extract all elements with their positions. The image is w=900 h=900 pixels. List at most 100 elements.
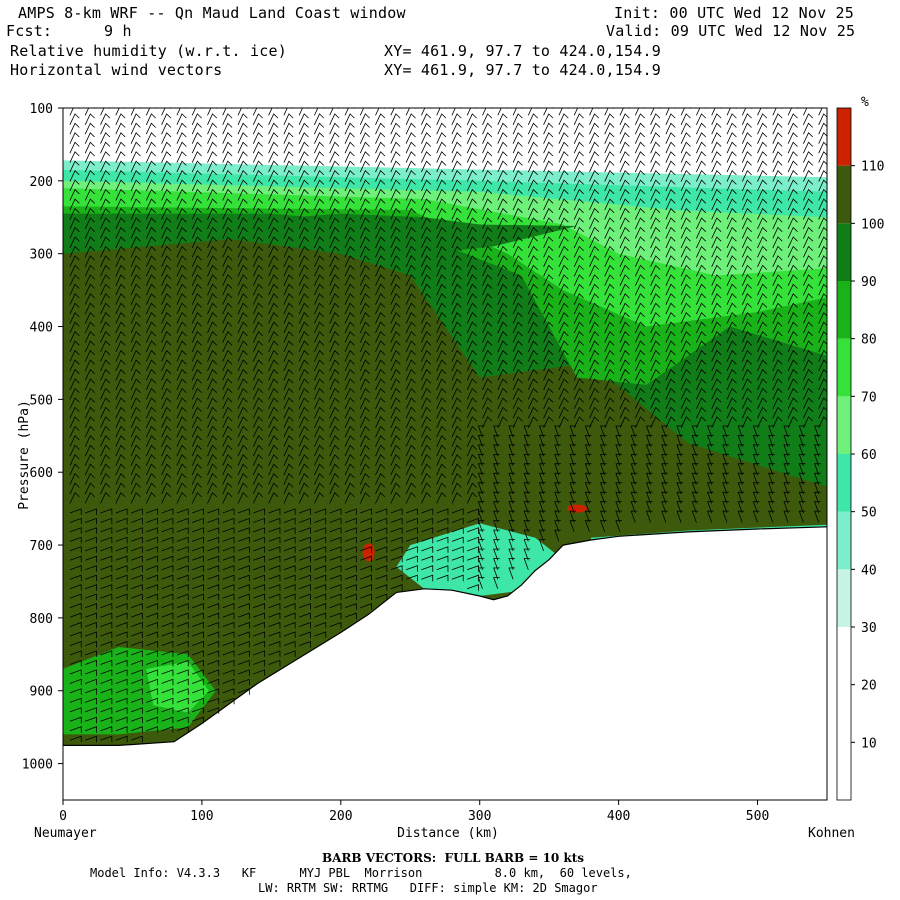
wind-barb bbox=[359, 331, 370, 343]
wind-barb bbox=[176, 179, 187, 192]
wind-barb bbox=[252, 435, 263, 447]
wind-barb bbox=[497, 293, 508, 305]
wind-barb bbox=[237, 349, 248, 362]
wind-barb bbox=[676, 482, 684, 495]
wind-barb bbox=[191, 217, 202, 230]
wind-barb bbox=[619, 274, 630, 286]
wind-barb bbox=[207, 463, 218, 476]
wind-barb bbox=[493, 425, 500, 438]
wind-barb bbox=[69, 293, 80, 305]
wind-barb bbox=[268, 603, 281, 610]
wind-barb bbox=[314, 331, 325, 343]
wind-barb bbox=[298, 640, 311, 648]
wind-barb bbox=[390, 160, 401, 173]
wind-barb bbox=[508, 444, 516, 457]
wind-barb bbox=[512, 132, 523, 144]
wind-barb bbox=[604, 302, 615, 315]
wind-barb bbox=[650, 340, 661, 353]
wind-barb bbox=[466, 425, 477, 438]
wind-barb bbox=[145, 492, 156, 504]
wind-barb bbox=[634, 179, 645, 192]
wind-barb bbox=[630, 463, 638, 476]
wind-barb bbox=[604, 226, 615, 239]
wind-barb bbox=[298, 340, 309, 353]
wind-barb bbox=[314, 368, 325, 381]
wind-barb bbox=[752, 482, 760, 495]
wind-barb bbox=[390, 508, 403, 515]
wind-barb bbox=[466, 406, 477, 419]
wind-barb bbox=[222, 264, 233, 277]
wind-barb bbox=[145, 454, 156, 466]
wind-barb bbox=[191, 293, 202, 305]
wind-barb bbox=[527, 349, 538, 362]
wind-barb bbox=[115, 454, 126, 466]
wind-barb bbox=[252, 132, 263, 144]
wind-barb bbox=[634, 217, 645, 230]
wind-barb bbox=[207, 108, 218, 116]
wind-barb bbox=[359, 444, 370, 457]
wind-barb bbox=[84, 226, 95, 239]
wind-barb bbox=[85, 603, 97, 610]
wind-barb bbox=[466, 274, 477, 286]
y-tick-label: 800 bbox=[30, 612, 53, 627]
wind-barb bbox=[696, 378, 707, 391]
wind-barb bbox=[100, 425, 111, 438]
wind-barb bbox=[772, 245, 783, 258]
wind-barb bbox=[100, 207, 111, 220]
wind-barb bbox=[497, 226, 508, 239]
wind-barb bbox=[100, 659, 113, 667]
barb-note: BARB VECTORS: FULL BARB = 10 kts bbox=[322, 851, 585, 865]
wind-barb bbox=[405, 463, 416, 476]
wind-barb bbox=[436, 255, 447, 267]
wind-barb bbox=[329, 397, 340, 409]
wind-barb bbox=[84, 160, 95, 173]
wind-barb bbox=[298, 473, 309, 485]
wind-barb bbox=[69, 669, 82, 676]
wind-barb bbox=[619, 207, 630, 220]
wind-barb bbox=[176, 640, 189, 648]
wind-barb bbox=[253, 584, 266, 591]
wind-barb bbox=[268, 151, 279, 163]
wind-barb bbox=[329, 378, 340, 391]
wind-barb bbox=[130, 141, 141, 154]
wind-barb bbox=[482, 293, 493, 305]
wind-barb bbox=[482, 264, 493, 277]
plot-area bbox=[63, 108, 827, 800]
wind-barb bbox=[115, 340, 126, 353]
wind-barb bbox=[252, 321, 263, 334]
wind-barb bbox=[665, 331, 676, 343]
wind-barb bbox=[680, 302, 691, 315]
wind-barb bbox=[314, 264, 325, 277]
wind-barb bbox=[814, 434, 821, 447]
wind-barb bbox=[176, 473, 187, 485]
wind-barb bbox=[757, 113, 768, 125]
wind-barb bbox=[421, 565, 434, 572]
wind-barb bbox=[84, 312, 95, 324]
wind-barb bbox=[783, 472, 791, 485]
wind-barb bbox=[436, 517, 449, 525]
wind-barb bbox=[726, 302, 737, 315]
wind-barb bbox=[268, 302, 279, 315]
wind-barb bbox=[493, 501, 500, 514]
wind-barb bbox=[115, 236, 126, 249]
wind-barb bbox=[451, 293, 462, 305]
wind-barb bbox=[508, 548, 516, 561]
wind-barb bbox=[207, 132, 218, 144]
wind-barb bbox=[696, 132, 707, 144]
wind-barb bbox=[803, 160, 814, 173]
wind-barb bbox=[569, 425, 577, 438]
wind-barb bbox=[803, 170, 814, 182]
wind-barb bbox=[538, 472, 546, 485]
wind-barb bbox=[176, 631, 189, 639]
wind-barb bbox=[405, 283, 416, 296]
wind-barb bbox=[207, 425, 218, 438]
wind-barb bbox=[359, 170, 370, 182]
wind-barb bbox=[726, 217, 737, 230]
wind-barb bbox=[573, 283, 584, 296]
wind-barb bbox=[237, 113, 248, 125]
wind-barb bbox=[390, 416, 401, 428]
wind-barb bbox=[130, 482, 141, 495]
wind-barb bbox=[329, 593, 342, 601]
wind-barb bbox=[69, 236, 80, 249]
